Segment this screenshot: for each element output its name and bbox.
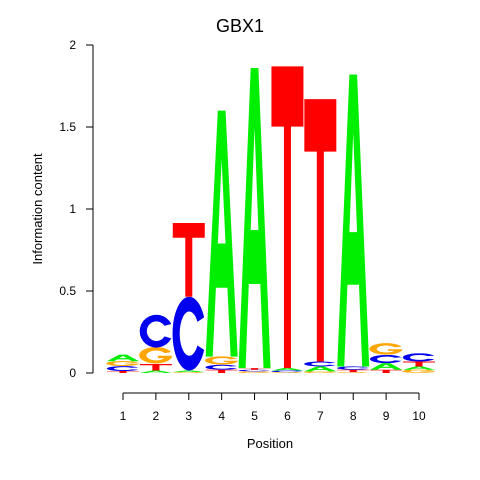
x-tick-label: 3: [185, 409, 192, 423]
logo-letters: [106, 66, 435, 373]
logo-letter-c: [304, 361, 336, 367]
logo-letter-t: [139, 363, 172, 371]
x-tick-label: 10: [412, 409, 426, 423]
chart-title: GBX1: [216, 16, 264, 36]
logo-letter-g: [270, 372, 304, 373]
logo-letter-c: [172, 296, 205, 371]
x-tick-label: 9: [383, 409, 390, 423]
x-tick-label: 5: [251, 409, 258, 423]
logo-letter-a: [172, 370, 205, 373]
logo-letter-t: [107, 371, 139, 373]
x-tick-label: 1: [120, 409, 127, 423]
logo-letter-a: [107, 354, 139, 362]
y-tick-label: 2: [69, 38, 76, 52]
logo-letter-t: [271, 66, 304, 369]
y-axis-ticks: 0 0.5 1 1.5 2: [59, 38, 93, 380]
logo-letter-c: [205, 364, 238, 370]
logo-letter-c: [402, 353, 435, 362]
x-tick-label: 8: [350, 409, 357, 423]
logo-letter-a: [271, 368, 304, 371]
logo-letter-t: [370, 369, 403, 373]
y-tick-label: 1.5: [59, 120, 76, 134]
logo-letter-g: [336, 372, 370, 373]
logo-letter-c: [336, 366, 369, 370]
x-axis-label: Position: [247, 436, 293, 451]
logo-letter-g: [369, 343, 403, 355]
logo-letter-a: [403, 366, 435, 370]
logo-letter-g: [303, 371, 337, 373]
logo-letter-g: [106, 361, 139, 366]
y-tick-label: 1: [69, 202, 76, 216]
logo-letter-c: [139, 314, 172, 348]
logo-letter-c: [106, 366, 139, 372]
logo-letter-a: [205, 110, 238, 357]
logo-letter-c: [238, 369, 270, 372]
logo-letter-a: [304, 366, 337, 372]
logo-letter-t: [304, 99, 337, 362]
logo-letter-a: [139, 370, 172, 373]
logo-letter-a: [337, 74, 370, 367]
x-tick-label: 6: [284, 409, 291, 423]
x-tick-label: 4: [218, 409, 225, 423]
logo-letter-g: [237, 371, 271, 373]
logo-letter-t: [337, 369, 370, 373]
x-tick-label: 2: [153, 409, 160, 423]
y-tick-label: 0.5: [59, 284, 76, 298]
x-tick-label: 7: [317, 409, 324, 423]
logo-letter-c: [369, 354, 402, 364]
logo-letter-t: [172, 222, 205, 297]
y-axis-label: Information content: [30, 153, 45, 265]
logo-letter-a: [370, 363, 403, 370]
logo-letter-t: [238, 368, 271, 370]
y-tick-label: 0: [69, 366, 76, 380]
x-axis-ticks: 1 2 3 4 5 6 7 8 9 10: [120, 393, 426, 423]
logo-letter-t: [205, 369, 238, 373]
logo-letter-a: [238, 67, 271, 369]
logo-letter-g: [204, 356, 238, 365]
logo-letter-g: [402, 369, 435, 373]
logo-letter-t: [403, 361, 435, 367]
logo-letter-g: [139, 347, 172, 364]
logo-letter-c: [271, 370, 303, 373]
logo-letter-g: [172, 372, 205, 373]
